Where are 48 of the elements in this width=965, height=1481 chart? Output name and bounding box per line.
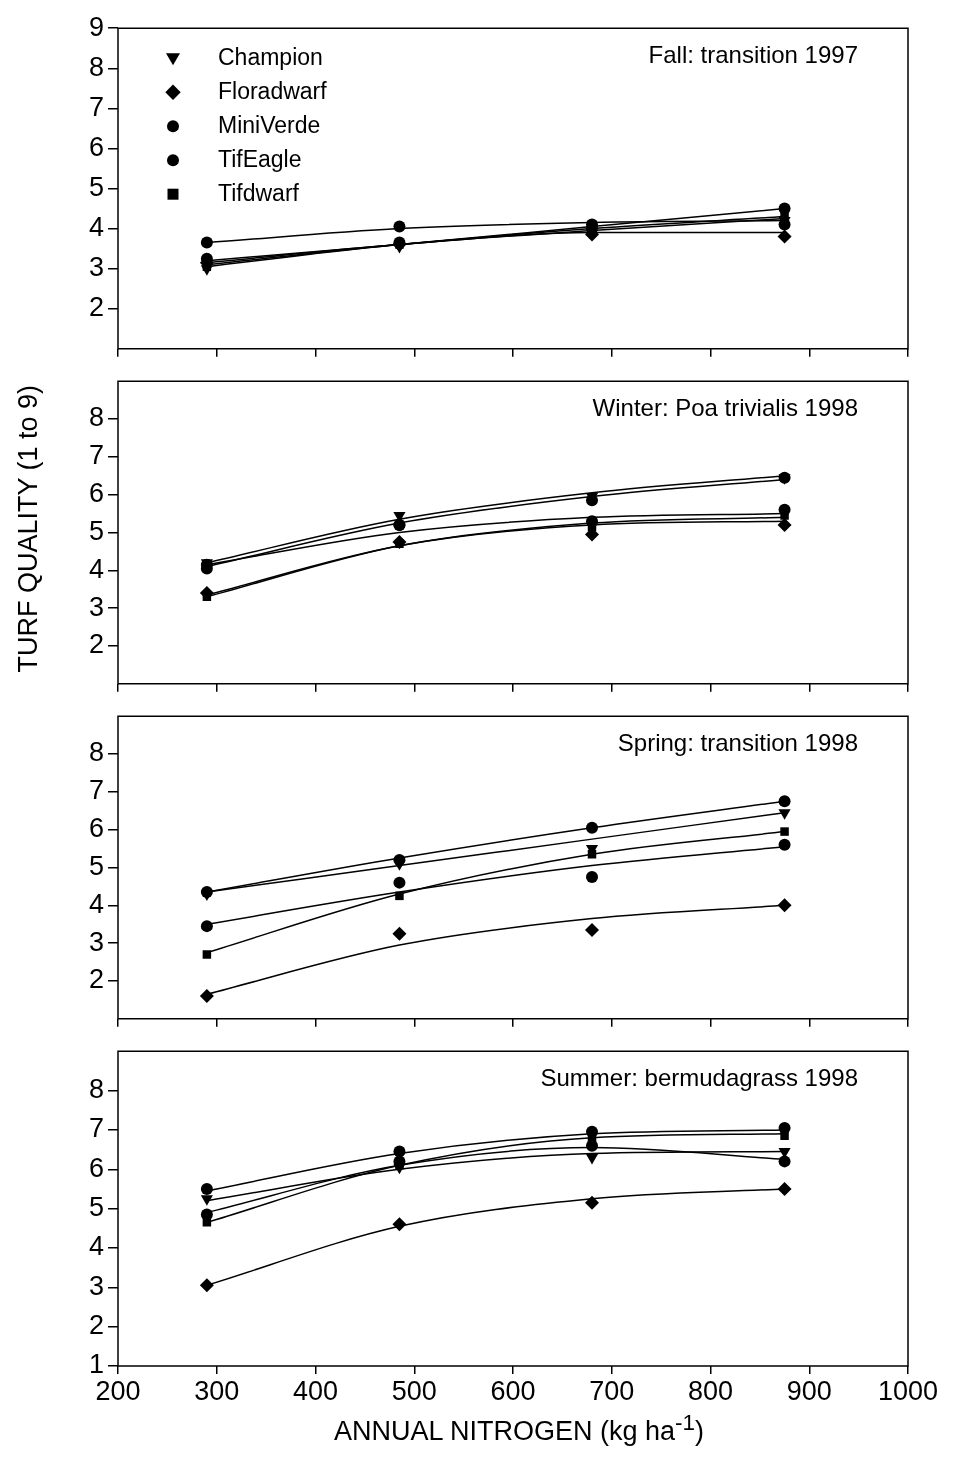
legend-label: Floradwarf	[218, 77, 328, 104]
y-tick-label: 4	[88, 553, 104, 584]
y-tick-label: 4	[88, 888, 104, 919]
x-tick-label: 700	[589, 1375, 635, 1406]
x-tick-label: 800	[687, 1375, 734, 1406]
x-tick-label: 600	[490, 1375, 536, 1406]
y-tick-label: 6	[88, 1152, 104, 1183]
y-tick-label: 8	[88, 737, 104, 768]
y-tick-label: 8	[88, 402, 104, 433]
y-axis-title: TURF QUALITY (1 to 9)	[12, 384, 44, 673]
y-tick-label: 2	[88, 964, 104, 995]
x-axis-title: ANNUAL NITROGEN (kg ha$^{-1}$)	[332, 1410, 706, 1447]
y-tick-label: 3	[88, 252, 104, 283]
y-tick-label: 6	[88, 478, 104, 509]
x-tick-label: 500	[391, 1375, 437, 1406]
y-tick-label: 7	[88, 775, 104, 806]
text: Spring: transition 1998	[617, 728, 858, 756]
y-tick-label: 5	[88, 850, 104, 881]
x-tick-label: 300	[194, 1375, 240, 1406]
y-tick-label: 6	[88, 131, 104, 162]
legend-label: Tifdwarf	[218, 179, 300, 206]
y-tick-label: 2	[88, 1310, 104, 1341]
y-tick-label: 4	[88, 1231, 104, 1262]
legend-label: Champion	[218, 43, 323, 70]
y-tick-label: 2	[88, 292, 104, 323]
x-tick-label: 1000	[877, 1375, 939, 1406]
text: Winter: Poa trivialis 1998	[592, 393, 858, 421]
y-tick-label: 5	[88, 1192, 104, 1223]
y-tick-label: 2	[88, 629, 104, 660]
legend-label: TifEagle	[218, 145, 302, 172]
y-tick-label: 5	[88, 515, 104, 546]
legend-label: MiniVerde	[218, 111, 321, 138]
y-tick-label: 9	[88, 11, 104, 42]
y-tick-label: 7	[88, 1113, 104, 1144]
y-tick-label: 5	[88, 171, 104, 202]
y-tick-label: 3	[88, 1270, 104, 1301]
x-tick-label: 900	[786, 1375, 832, 1406]
text: Fall: transition 1997	[648, 40, 858, 68]
y-tick-label: 8	[88, 51, 104, 82]
y-tick-label: 7	[88, 91, 104, 122]
y-tick-label: 6	[88, 813, 104, 844]
y-tick-label: 3	[88, 591, 104, 622]
y-tick-label: 7	[88, 440, 104, 471]
x-tick-label: 400	[292, 1375, 339, 1406]
y-tick-label: 4	[88, 212, 104, 243]
y-tick-label: 3	[88, 926, 104, 957]
y-tick-label: 8	[88, 1074, 104, 1104]
text: Summer: bermudagrass 1998	[540, 1063, 858, 1091]
